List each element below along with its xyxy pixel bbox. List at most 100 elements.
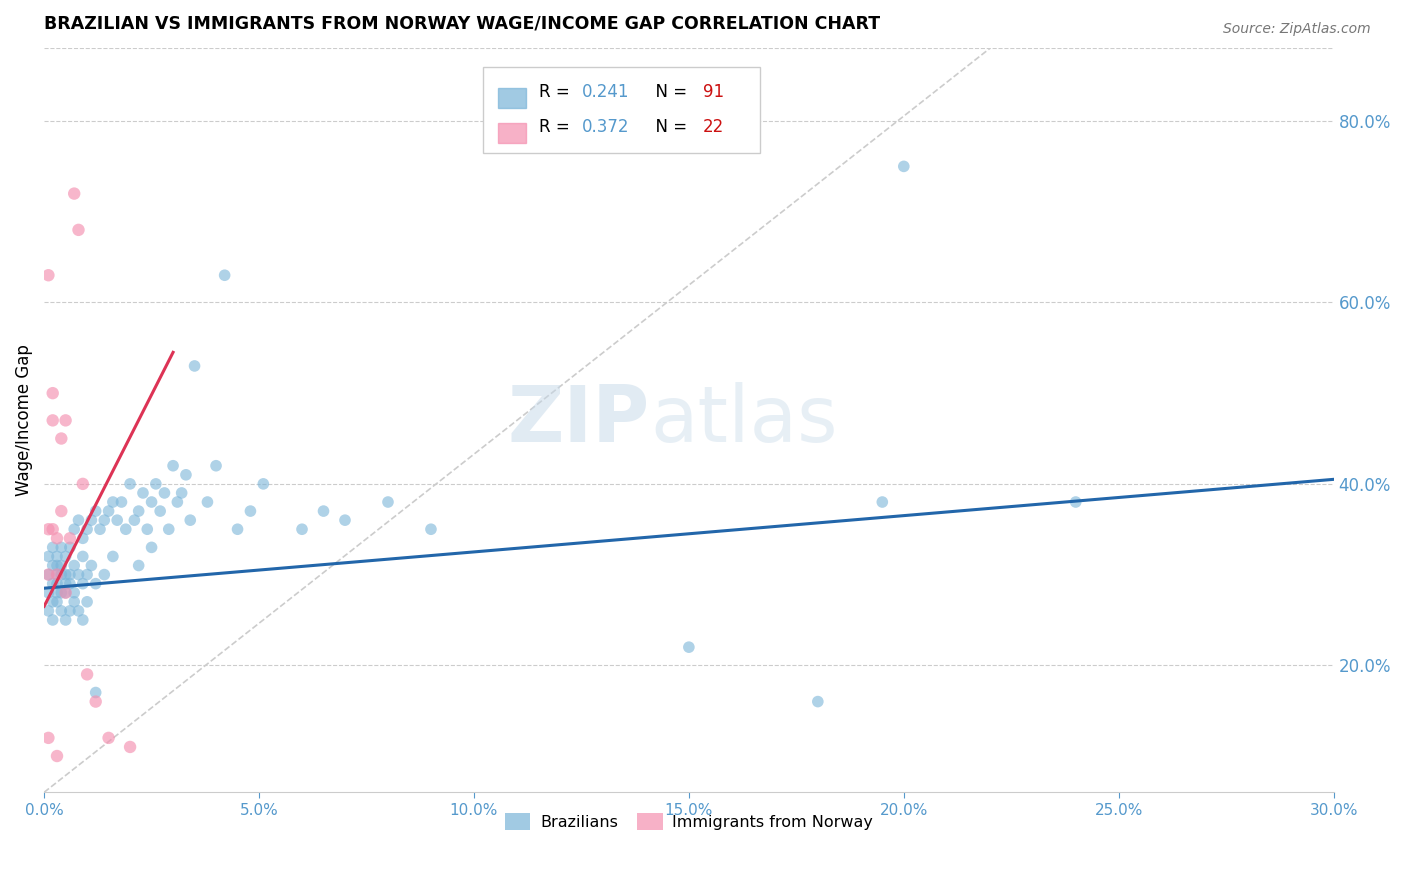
Point xyxy=(46,567,69,582)
Point xyxy=(101,495,124,509)
Point xyxy=(55,613,77,627)
Point xyxy=(76,667,98,681)
Point xyxy=(37,586,59,600)
Point xyxy=(46,531,69,545)
Point xyxy=(153,486,176,500)
Point xyxy=(46,595,69,609)
Point xyxy=(72,576,94,591)
Point xyxy=(84,695,107,709)
Point xyxy=(893,160,915,174)
Point xyxy=(84,504,107,518)
Point xyxy=(67,513,90,527)
Point xyxy=(41,595,63,609)
Point xyxy=(41,613,63,627)
Point xyxy=(59,541,82,555)
Text: ZIP: ZIP xyxy=(508,383,650,458)
Point xyxy=(41,413,63,427)
Point xyxy=(46,749,69,764)
Point xyxy=(678,640,700,655)
Text: N =: N = xyxy=(645,118,692,136)
Point xyxy=(55,413,77,427)
Point xyxy=(72,549,94,564)
Text: 91: 91 xyxy=(703,83,724,101)
Point xyxy=(97,731,120,745)
Point xyxy=(67,604,90,618)
Point xyxy=(51,432,73,446)
Point xyxy=(63,186,86,201)
Point xyxy=(41,558,63,573)
Point xyxy=(63,595,86,609)
Point xyxy=(1064,495,1087,509)
Point xyxy=(59,576,82,591)
Point xyxy=(136,522,159,536)
Point xyxy=(46,549,69,564)
Point xyxy=(55,576,77,591)
Text: atlas: atlas xyxy=(650,383,838,458)
Point xyxy=(41,576,63,591)
Point xyxy=(37,549,59,564)
Point xyxy=(63,586,86,600)
Point xyxy=(226,522,249,536)
Point xyxy=(149,504,172,518)
Point xyxy=(51,604,73,618)
Point xyxy=(55,567,77,582)
Point xyxy=(214,268,236,283)
Point xyxy=(93,567,115,582)
Point xyxy=(377,495,399,509)
Point xyxy=(84,576,107,591)
Point xyxy=(51,541,73,555)
Point xyxy=(145,476,167,491)
Point xyxy=(183,359,205,373)
Point xyxy=(55,586,77,600)
Point xyxy=(51,558,73,573)
Point xyxy=(157,522,180,536)
Point xyxy=(120,739,142,754)
Bar xyxy=(498,123,526,143)
Point xyxy=(141,495,163,509)
Bar xyxy=(498,88,526,108)
Text: 0.372: 0.372 xyxy=(582,118,630,136)
Point xyxy=(51,567,73,582)
Point xyxy=(93,513,115,527)
Point xyxy=(55,549,77,564)
Point xyxy=(174,467,197,482)
Point xyxy=(312,504,335,518)
Point xyxy=(80,513,103,527)
Point xyxy=(80,558,103,573)
Point xyxy=(166,495,188,509)
Point xyxy=(63,558,86,573)
Point xyxy=(46,586,69,600)
Point xyxy=(46,567,69,582)
Point xyxy=(37,567,59,582)
Point xyxy=(76,522,98,536)
Point xyxy=(239,504,262,518)
Point xyxy=(807,695,830,709)
Point xyxy=(872,495,894,509)
Point xyxy=(59,604,82,618)
Text: BRAZILIAN VS IMMIGRANTS FROM NORWAY WAGE/INCOME GAP CORRELATION CHART: BRAZILIAN VS IMMIGRANTS FROM NORWAY WAGE… xyxy=(44,15,880,33)
Point xyxy=(170,486,193,500)
Point xyxy=(97,504,120,518)
Legend: Brazilians, Immigrants from Norway: Brazilians, Immigrants from Norway xyxy=(498,807,879,837)
Text: N =: N = xyxy=(645,83,692,101)
Text: R =: R = xyxy=(540,83,575,101)
Point xyxy=(291,522,314,536)
Point xyxy=(252,476,274,491)
Point xyxy=(41,541,63,555)
Point xyxy=(46,576,69,591)
Point xyxy=(101,549,124,564)
Point xyxy=(333,513,356,527)
Point xyxy=(72,613,94,627)
Point xyxy=(420,522,443,536)
Point xyxy=(197,495,219,509)
Point xyxy=(51,504,73,518)
Text: Source: ZipAtlas.com: Source: ZipAtlas.com xyxy=(1223,22,1371,37)
Point xyxy=(84,685,107,699)
Point xyxy=(179,513,201,527)
Point xyxy=(105,513,128,527)
Y-axis label: Wage/Income Gap: Wage/Income Gap xyxy=(15,344,32,496)
FancyBboxPatch shape xyxy=(482,67,759,153)
Point xyxy=(72,476,94,491)
Point xyxy=(37,268,59,283)
Point xyxy=(46,558,69,573)
